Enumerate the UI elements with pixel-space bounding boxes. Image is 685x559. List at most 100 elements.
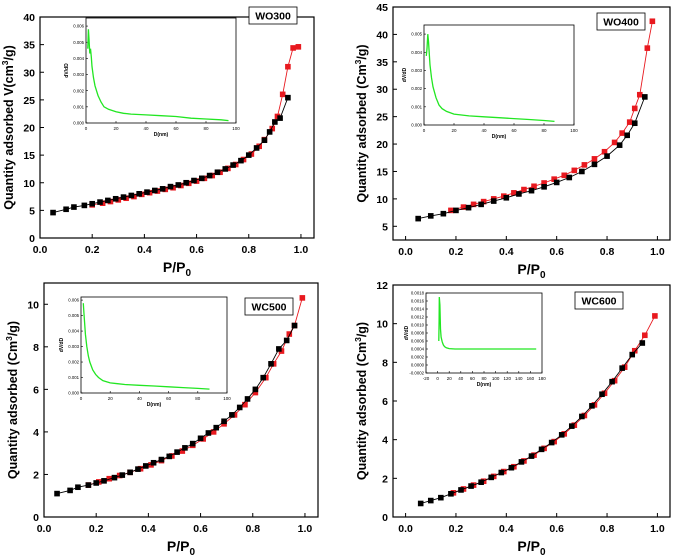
desorption-point bbox=[591, 156, 598, 162]
adsorption-point bbox=[591, 161, 598, 168]
y-tick-label: 12 bbox=[376, 280, 388, 292]
y-tick-label: 10 bbox=[376, 319, 388, 331]
adsorption-point bbox=[128, 192, 135, 199]
x-axis-label: P/P0 bbox=[167, 538, 196, 558]
y-tick-label: 4 bbox=[382, 435, 388, 447]
y-tick-label: 4 bbox=[33, 427, 39, 439]
adsorption-point bbox=[548, 439, 555, 446]
x-tick-label: 0.4 bbox=[499, 523, 514, 535]
x-axis-label: P/P0 bbox=[163, 259, 192, 279]
inset-y-tick-label: 0.0002 bbox=[411, 355, 425, 360]
adsorption-point bbox=[427, 213, 434, 219]
adsorption-point bbox=[498, 469, 505, 476]
panel-wo300: 0.0 0.2 0.4 0.6 0.8 1.0 0 5 10 15 20 25 30 35 40 P/P0 Qu… bbox=[0, 6, 315, 279]
adsorption-point bbox=[488, 474, 495, 481]
inset-x-axis-label: D(nm) bbox=[147, 402, 162, 408]
adsorption-point bbox=[89, 200, 95, 207]
inset-y-axis-label: dV/dD bbox=[59, 337, 65, 352]
sample-tag: WC500 bbox=[251, 302, 286, 314]
adsorption-point bbox=[639, 340, 646, 346]
inset-x-axis-label: D(nm) bbox=[477, 382, 492, 388]
inset-y-tick-label: 0.002 bbox=[68, 360, 79, 365]
adsorption-point bbox=[440, 210, 447, 217]
adsorption-point bbox=[415, 215, 421, 222]
inset-x-tick-label: 0 bbox=[85, 126, 88, 131]
adsorption-point bbox=[245, 152, 252, 158]
inset-y-tick-label: 0.0006 bbox=[411, 339, 425, 344]
y-tick-label: 30 bbox=[23, 67, 35, 79]
inset-y-tick-label: 0.0008 bbox=[411, 331, 425, 336]
plot-frame bbox=[43, 282, 319, 518]
y-tick-label: 0 bbox=[33, 512, 39, 524]
adsorption-point bbox=[465, 204, 472, 211]
desorption-point bbox=[269, 125, 276, 132]
x-tick-label: 0.4 bbox=[499, 246, 514, 258]
desorption-point bbox=[652, 313, 658, 319]
adsorption-point bbox=[616, 142, 623, 148]
adsorption-point bbox=[589, 403, 595, 409]
adsorption-point bbox=[101, 478, 107, 484]
adsorption-point bbox=[213, 424, 220, 431]
adsorption-point bbox=[508, 464, 515, 471]
desorption-point bbox=[631, 347, 638, 354]
adsorption-point bbox=[67, 487, 73, 494]
y-tick-label: 25 bbox=[23, 95, 35, 107]
inset-x-tick-label: 60 bbox=[470, 376, 476, 381]
y-axis-label: Quantity adsorbed (Cm3/g) bbox=[4, 321, 20, 479]
adsorption-point bbox=[541, 184, 547, 190]
adsorption-point bbox=[182, 445, 188, 451]
desorption-point bbox=[285, 63, 291, 70]
inset-y-tick-label: 0.006 bbox=[68, 298, 79, 303]
adsorption-point bbox=[75, 484, 81, 491]
sample-tag-box bbox=[248, 6, 298, 25]
inset-y-axis-label: dV/dD bbox=[404, 325, 410, 340]
adsorption-point bbox=[427, 497, 434, 504]
adsorption-point bbox=[631, 120, 638, 127]
adsorption-point bbox=[260, 374, 266, 381]
sample-tag-box bbox=[596, 12, 646, 31]
inset-y-tick-label: 0.001 bbox=[68, 375, 79, 380]
inset-pore-size-curve bbox=[82, 303, 210, 390]
x-tick-label: 0.2 bbox=[449, 246, 464, 258]
desorption-point bbox=[561, 172, 568, 179]
adsorption-point bbox=[624, 132, 630, 139]
adsorption-point bbox=[468, 483, 474, 489]
inset-x-tick-label: 180 bbox=[538, 376, 546, 381]
desorption-point bbox=[279, 91, 286, 98]
adsorption-point bbox=[221, 418, 227, 425]
y-tick-label: 15 bbox=[23, 150, 35, 162]
y-tick-label: 6 bbox=[382, 396, 388, 408]
x-tick-label: 0.8 bbox=[600, 523, 615, 535]
adsorption-point bbox=[222, 166, 229, 172]
x-tick-label: 0.6 bbox=[549, 246, 564, 258]
x-tick-label: 0.6 bbox=[549, 523, 564, 535]
adsorption-point bbox=[166, 453, 173, 460]
y-tick-label: 5 bbox=[29, 205, 35, 217]
adsorption-point bbox=[448, 491, 454, 497]
inset-x-tick-label: 20 bbox=[113, 126, 119, 131]
adsorption-point bbox=[619, 365, 625, 371]
sample-tag: WO300 bbox=[255, 11, 291, 23]
desorption-point bbox=[460, 204, 467, 210]
inset-y-tick-label: 0.0000 bbox=[411, 363, 425, 368]
x-tick-label: 0.8 bbox=[241, 244, 256, 256]
desorption-point bbox=[636, 91, 643, 98]
inset-y-tick-label: 0.0016 bbox=[411, 299, 425, 304]
x-tick-label: 0.4 bbox=[141, 523, 156, 535]
adsorption-point bbox=[558, 432, 565, 438]
inset-y-tick-label: 0.000 bbox=[411, 123, 422, 128]
adsorption-point bbox=[71, 204, 77, 210]
adsorption-point bbox=[629, 351, 636, 358]
adsorption-point bbox=[191, 177, 197, 184]
inset-frame bbox=[80, 296, 228, 394]
x-tick-label: 1.0 bbox=[650, 246, 665, 258]
adsorption-point bbox=[198, 175, 205, 182]
inset-x-tick-label: 160 bbox=[527, 376, 535, 381]
adsorption-point bbox=[152, 187, 158, 194]
adsorption-point bbox=[458, 487, 464, 493]
desorption-point bbox=[242, 401, 248, 408]
adsorption-point bbox=[503, 194, 510, 201]
sample-tag: WC600 bbox=[581, 296, 616, 308]
inset-y-tick-label: 0.003 bbox=[68, 344, 79, 349]
